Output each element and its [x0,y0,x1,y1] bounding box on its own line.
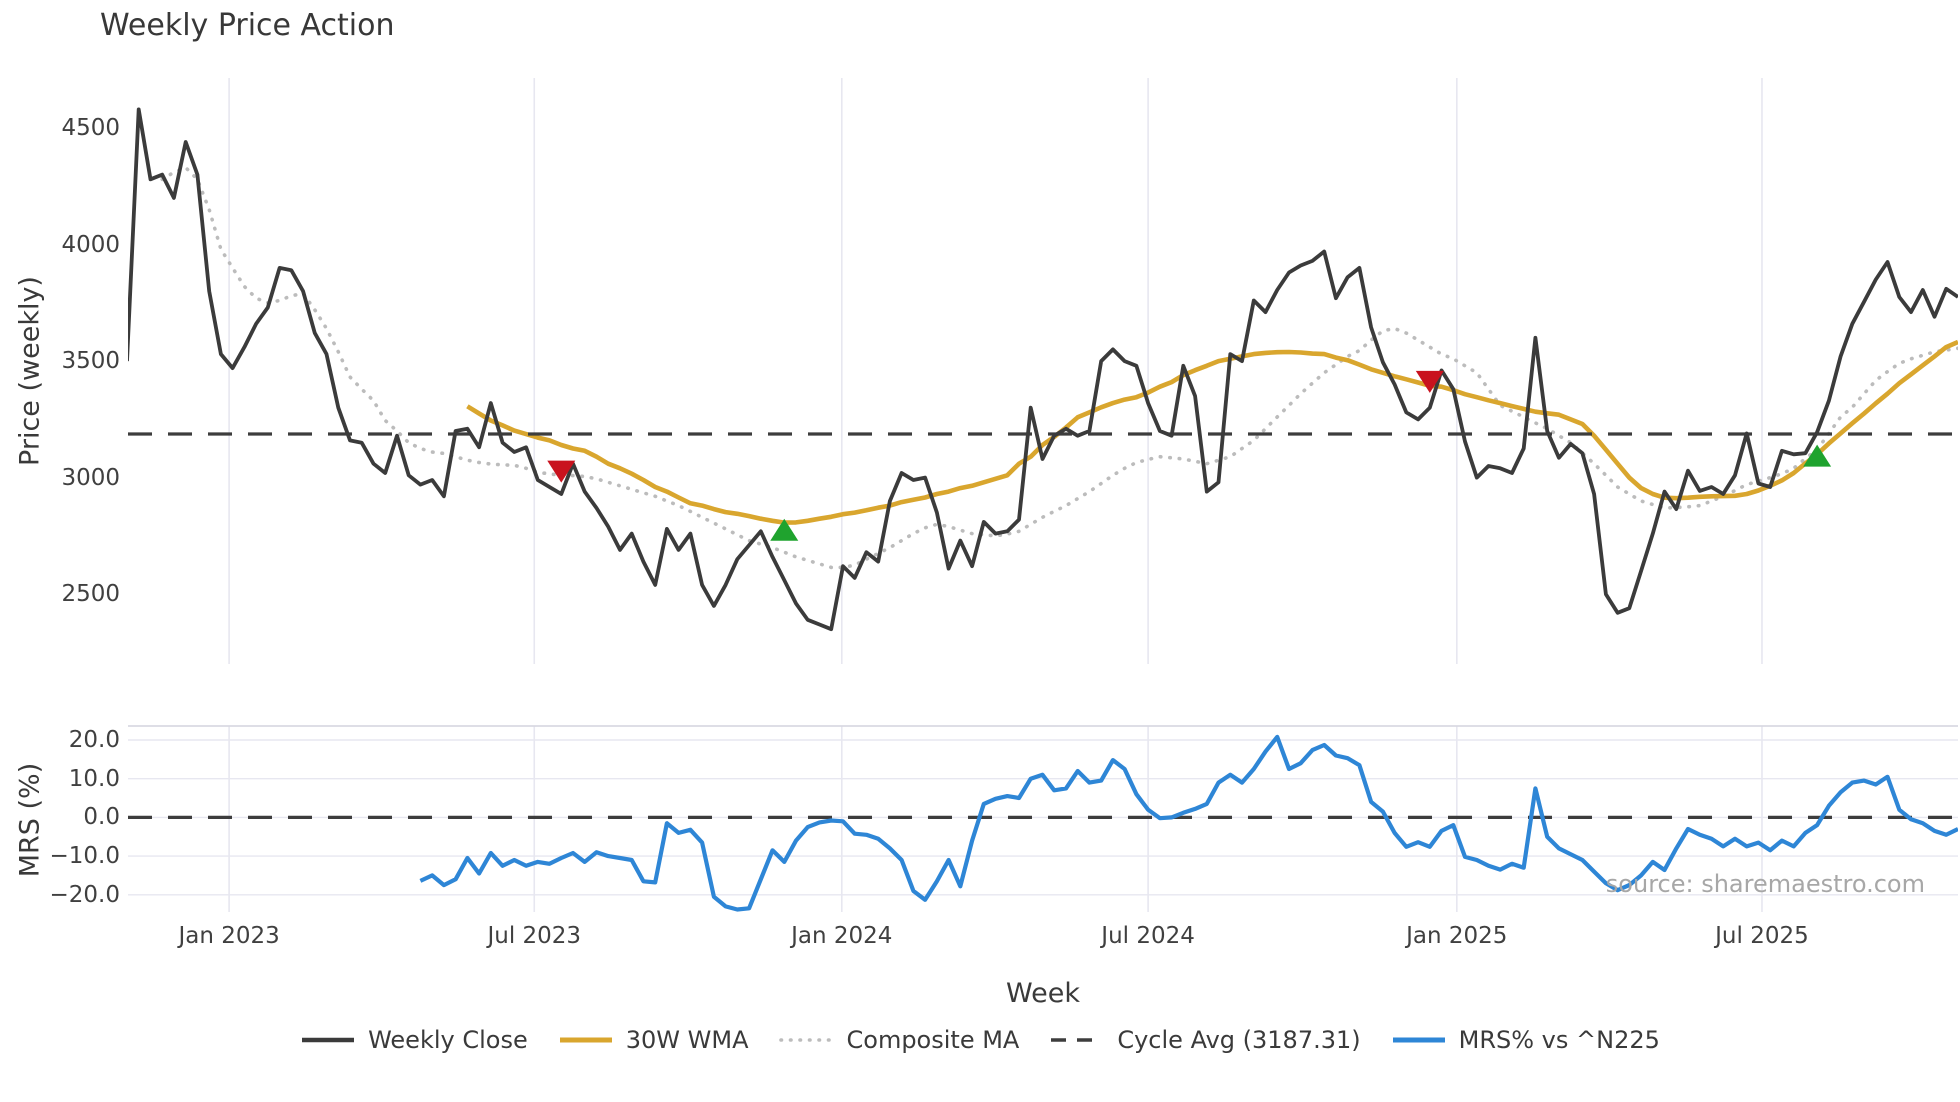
composite-dotted-swatch [778,1038,835,1042]
signal-markers [547,370,1832,541]
mrs-line [419,734,1958,912]
legend-label-cycle-avg: Cycle Avg (3187.31) [1117,1026,1361,1054]
legend-item-cycle-avg: Cycle Avg (3187.31) [1049,1026,1361,1054]
price-panel-series [128,107,1958,632]
xtick-jul-2023: Jul 2023 [487,923,582,949]
cycle-avg-dashed-swatch [1051,1038,1104,1042]
weekly-close-line-swatch [302,1037,355,1043]
mrs-ytick-0: 0.0 [83,804,120,831]
legend-item-weekly-close: Weekly Close [300,1026,528,1054]
legend: Weekly Close 30W WMA Composite MA Cycle … [0,1026,1960,1054]
price-ytick-4500: 4500 [61,115,120,141]
mrs-panel-series [128,734,1958,912]
price-ytick-3000: 3000 [61,464,120,491]
gridlines [128,78,1958,912]
price-ytick-2500: 2500 [61,581,120,608]
mrs-line-swatch [1392,1037,1445,1043]
sell-signal-marker-0 [547,460,576,483]
legend-label-weekly-close: Weekly Close [368,1026,528,1054]
mrs-ytick--20: −20.0 [49,881,120,908]
price-axis-label: Price (weekly) [14,276,46,466]
xtick-jul-2025: Jul 2025 [1715,923,1809,949]
price-ytick-4000: 4000 [61,231,120,258]
mrs-axis-label: MRS (%) [14,762,46,878]
xtick-jul-2024: Jul 2024 [1101,923,1195,949]
weekly-close-line [128,107,1958,632]
mrs-ytick--10: −10.0 [49,843,120,870]
legend-item-mrs: MRS% vs ^N225 [1391,1026,1660,1054]
sell-signal-marker-1 [1415,370,1444,393]
xtick-jan-2024: Jan 2024 [791,923,893,949]
wma-line-swatch [559,1037,612,1043]
price-ytick-3500: 3500 [61,348,120,375]
composite-ma-line [160,165,1958,570]
legend-item-wma: 30W WMA [558,1026,749,1054]
chart-title: Weekly Price Action [100,8,395,43]
xtick-jan-2023: Jan 2023 [178,923,280,949]
legend-label-mrs: MRS% vs ^N225 [1458,1026,1660,1054]
mrs-ytick-20: 20.0 [68,727,120,753]
legend-item-composite: Composite MA [778,1026,1020,1054]
buy-signal-marker-0 [770,518,799,541]
watermark: source: sharemaestro.com [1605,870,1925,898]
mrs-ytick-10: 10.0 [68,765,120,792]
buy-signal-marker-1 [1803,444,1832,467]
legend-label-composite: Composite MA [846,1026,1020,1054]
x-axis-label: Week [1006,978,1080,1009]
wma-line [466,339,1958,525]
xtick-jan-2025: Jan 2025 [1406,923,1508,949]
legend-label-wma: 30W WMA [625,1026,749,1054]
